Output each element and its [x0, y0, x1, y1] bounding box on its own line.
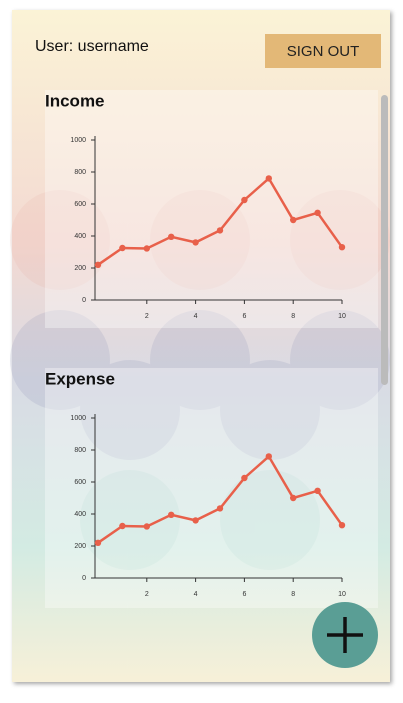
- data-point: [265, 175, 272, 182]
- data-point: [241, 196, 248, 204]
- x-tick-label: 10: [338, 313, 346, 320]
- x-tick-label: 6: [242, 313, 246, 320]
- y-tick-label: 600: [74, 479, 86, 486]
- user-label: User: username: [35, 38, 149, 55]
- data-point: [143, 245, 150, 252]
- chart-title: Expense: [45, 369, 115, 388]
- y-tick-label: 0: [82, 297, 86, 304]
- y-tick-label: 1000: [70, 137, 86, 144]
- data-point: [119, 522, 126, 530]
- data-point: [241, 474, 248, 482]
- y-tick-label: 1000: [70, 415, 86, 422]
- data-point: [94, 539, 102, 546]
- y-tick-label: 800: [74, 169, 86, 176]
- data-point: [314, 487, 321, 494]
- y-tick-label: 200: [74, 543, 86, 550]
- data-point: [338, 522, 346, 529]
- chart-title: Income: [45, 91, 105, 110]
- data-point: [192, 239, 199, 246]
- data-point: [168, 511, 175, 518]
- y-tick-label: 200: [74, 265, 86, 272]
- y-tick-label: 600: [74, 201, 86, 208]
- data-point: [216, 505, 224, 512]
- data-point: [290, 494, 297, 502]
- data-point: [265, 453, 272, 460]
- charts: Income 0 200 400 600 800 1000 2 4 6 8 10 Expense 0 200…: [45, 91, 346, 597]
- data-point: [290, 216, 297, 224]
- data-point: [192, 517, 199, 524]
- x-tick-label: 10: [338, 591, 346, 598]
- data-point: [168, 233, 175, 240]
- background-pattern: [10, 190, 390, 570]
- x-tick-label: 2: [145, 313, 149, 320]
- x-tick-label: 4: [194, 313, 198, 320]
- data-point: [94, 261, 102, 268]
- sign-out-button[interactable]: [265, 34, 381, 68]
- data-point: [338, 244, 346, 251]
- add-icon[interactable]: [327, 617, 363, 653]
- sign-out-label[interactable]: SIGN OUT: [287, 43, 360, 60]
- y-tick-label: 800: [74, 447, 86, 454]
- x-tick-label: 2: [145, 591, 149, 598]
- y-tick-label: 400: [74, 233, 86, 240]
- x-tick-label: 6: [242, 591, 246, 598]
- chart-card: [45, 368, 378, 608]
- x-tick-label: 8: [291, 313, 295, 320]
- x-tick-label: 8: [291, 591, 295, 598]
- y-tick-label: 400: [74, 511, 86, 518]
- data-point: [143, 523, 150, 530]
- scrollbar: [381, 95, 388, 385]
- data-point: [119, 244, 126, 252]
- chart-card: [45, 90, 378, 328]
- x-tick-label: 4: [194, 591, 198, 598]
- data-point: [216, 227, 224, 234]
- data-point: [314, 209, 321, 216]
- app-background: [12, 10, 390, 682]
- y-tick-label: 0: [82, 575, 86, 582]
